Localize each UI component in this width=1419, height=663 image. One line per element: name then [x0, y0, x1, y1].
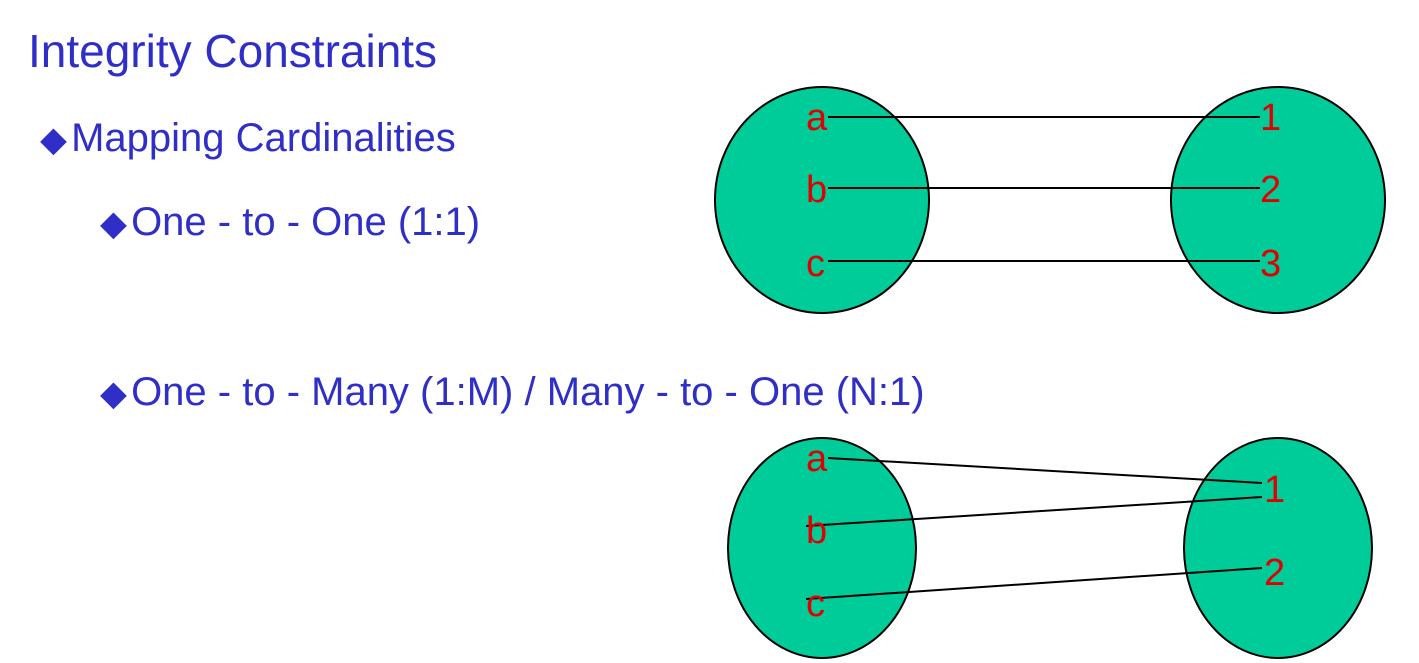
heading-label: Mapping Cardinalities: [71, 116, 456, 160]
diagram-one-to-many: a b c 1 2: [727, 437, 1373, 659]
element-a: a: [806, 438, 828, 480]
diamond-bullet-icon: ◆: [40, 120, 68, 159]
element-b: b: [806, 169, 827, 211]
diamond-bullet-icon: ◆: [100, 374, 128, 413]
element-1: 1: [1264, 469, 1285, 511]
slide-title: Integrity Constraints: [28, 25, 438, 77]
left-set-ellipse: [727, 437, 917, 659]
diamond-bullet-icon: ◆: [100, 204, 128, 243]
right-set-ellipse: [1183, 437, 1373, 659]
element-a: a: [806, 97, 828, 139]
mapping-line-a-1: [827, 457, 1263, 484]
heading-mapping-cardinalities: ◆ Mapping Cardinalities: [40, 118, 456, 158]
element-c: c: [806, 583, 825, 625]
element-1: 1: [1260, 97, 1281, 139]
item-one-to-one: ◆ One - to - One (1:1): [100, 202, 480, 242]
element-2: 2: [1264, 552, 1285, 594]
item-one-to-one-label: One - to - One (1:1): [131, 200, 481, 244]
element-3: 3: [1260, 243, 1281, 285]
item-one-to-many: ◆ One - to - Many (1:M) / Many - to - One…: [100, 372, 925, 412]
item-one-to-many-label: One - to - Many (1:M) / Many - to - One …: [131, 370, 925, 414]
right-set-ellipse: [1170, 86, 1386, 314]
element-b: b: [806, 510, 827, 552]
element-c: c: [806, 243, 825, 285]
left-set-ellipse: [714, 86, 930, 314]
element-2: 2: [1260, 169, 1281, 211]
mapping-line-b-1: [805, 496, 1263, 527]
mapping-line-c-2: [805, 567, 1263, 600]
diagram-one-to-one: a b c 1 2 3: [714, 86, 1386, 314]
